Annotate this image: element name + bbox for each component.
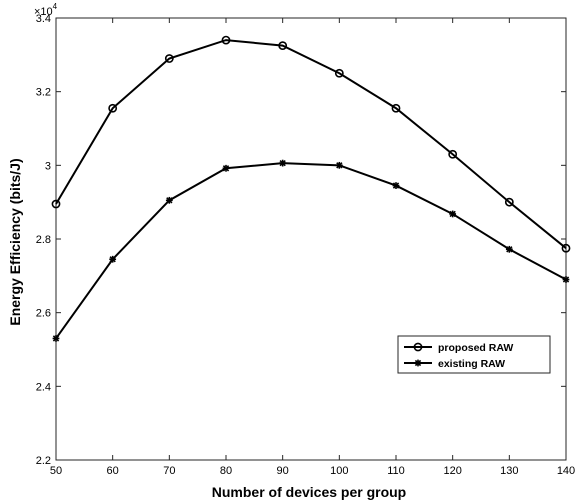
x-tick-label: 70 <box>163 465 175 477</box>
asterisk-stroke <box>392 182 400 189</box>
asterisk-stroke <box>414 359 422 367</box>
y-axis-exponent: ×104 <box>34 2 58 18</box>
x-tick-label: 130 <box>500 465 518 477</box>
y-tick-label: 3 <box>45 160 51 172</box>
data-point-circle <box>221 35 231 45</box>
data-point-asterisk <box>449 210 457 218</box>
data-point-circle <box>448 149 458 159</box>
y-axis-title: Energy Efficiency (bits/J) <box>7 158 23 325</box>
series-layer <box>51 35 571 342</box>
asterisk-stroke <box>336 162 343 169</box>
series-line <box>55 39 567 249</box>
y-tick-label: 3.2 <box>36 87 51 99</box>
y-axis: 2.2 2.4 2.6 2.8 3 3.2 3.4 <box>36 13 566 467</box>
data-point-asterisk <box>414 359 422 367</box>
data-point-circle <box>413 342 423 352</box>
legend: proposed RAW existing RAW <box>397 335 551 374</box>
data-point-circle <box>334 68 344 78</box>
asterisk-stroke <box>109 256 116 263</box>
data-point-circle <box>164 54 174 63</box>
data-point-asterisk <box>335 161 343 169</box>
data-point-circle <box>278 41 288 51</box>
asterisk-stroke <box>166 197 173 204</box>
legend-box <box>397 335 551 374</box>
asterisk-stroke <box>222 165 230 172</box>
asterisk-stroke <box>449 210 456 218</box>
x-tick-label: 140 <box>557 465 575 477</box>
data-point-asterisk <box>505 245 513 253</box>
legend-label: existing RAW <box>438 358 505 370</box>
legend-label: proposed RAW <box>438 342 513 354</box>
series-2 <box>52 159 570 342</box>
data-point-circle <box>51 199 61 209</box>
data-point-asterisk <box>109 255 117 263</box>
x-tick-label: 50 <box>50 465 62 477</box>
data-point-asterisk <box>392 182 400 189</box>
x-tick-label: 60 <box>107 465 119 477</box>
series-1 <box>51 35 571 253</box>
data-point-circle <box>504 197 514 207</box>
asterisk-stroke <box>52 335 60 342</box>
y-tick-label: 2.8 <box>36 234 51 246</box>
x-tick-label: 110 <box>387 465 405 477</box>
y-tick-label: 2.2 <box>36 455 51 467</box>
series-line <box>55 162 567 340</box>
y-tick-label: 3.4 <box>36 13 51 25</box>
x-tick-label: 90 <box>277 465 289 477</box>
data-point-circle <box>391 103 401 113</box>
data-point-asterisk <box>279 159 287 167</box>
data-point-asterisk <box>165 196 173 204</box>
x-tick-label: 120 <box>443 465 461 477</box>
asterisk-stroke <box>279 159 286 167</box>
data-point-asterisk <box>222 164 230 172</box>
x-axis-title: Number of devices per group <box>212 484 406 500</box>
x-tick-label: 100 <box>330 465 348 477</box>
data-point-circle <box>561 243 571 253</box>
data-point-asterisk <box>52 335 60 342</box>
x-tick-label: 80 <box>220 465 232 477</box>
y-tick-label: 2.4 <box>36 381 51 393</box>
data-point-asterisk <box>562 276 570 283</box>
data-point-circle <box>108 103 118 113</box>
y-tick-label: 2.6 <box>36 308 51 320</box>
asterisk-stroke <box>506 246 513 253</box>
asterisk-stroke <box>562 276 570 283</box>
x-axis: 50 60 70 80 90 100 110 120 130 140 <box>50 18 575 477</box>
